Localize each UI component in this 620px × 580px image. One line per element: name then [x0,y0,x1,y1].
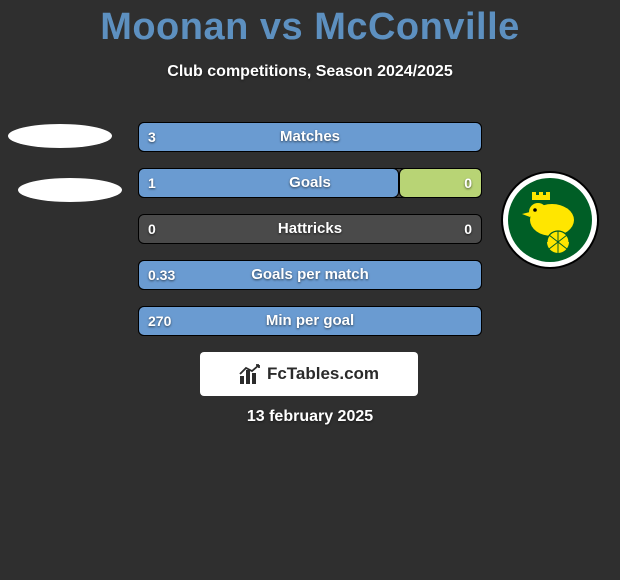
watermark-text: FcTables.com [267,364,379,384]
stat-row-left-value: 3 [148,122,156,152]
stat-row: Hattricks0 0 [138,214,482,244]
stat-row: Min per goal270 [138,306,482,336]
bars-icon [239,364,261,384]
stat-row-label: Goals [138,168,482,198]
comparison-card: Moonan vs McConville Club competitions, … [0,0,620,580]
stat-row-label: Min per goal [138,306,482,336]
stat-row-right-value: 0 [464,214,472,244]
left-placeholder-oval-1 [8,124,112,148]
watermark[interactable]: FcTables.com [200,352,418,396]
stat-row-left-value: 1 [148,168,156,198]
stat-row-right-value: 0 [464,168,472,198]
stat-row-left-value: 0 [148,214,156,244]
stat-row-label: Matches [138,122,482,152]
stat-row: Goals per match0.33 [138,260,482,290]
stat-row-label: Goals per match [138,260,482,290]
page-title: Moonan vs McConville [0,0,620,49]
subtitle: Club competitions, Season 2024/2025 [0,63,620,81]
stat-row: Matches3 [138,122,482,152]
stat-row: Goals1 0 [138,168,482,198]
stat-row-left-value: 0.33 [148,260,175,290]
stat-row-label: Hattricks [138,214,482,244]
snapshot-date: 13 february 2025 [0,408,620,426]
stat-row-left-value: 270 [148,306,171,336]
left-placeholder-oval-2 [18,178,122,202]
club-badge-icon [500,170,600,270]
stats-bars: Matches3Goals10Hattricks00Goals per matc… [138,122,482,352]
club-badge [500,170,600,270]
